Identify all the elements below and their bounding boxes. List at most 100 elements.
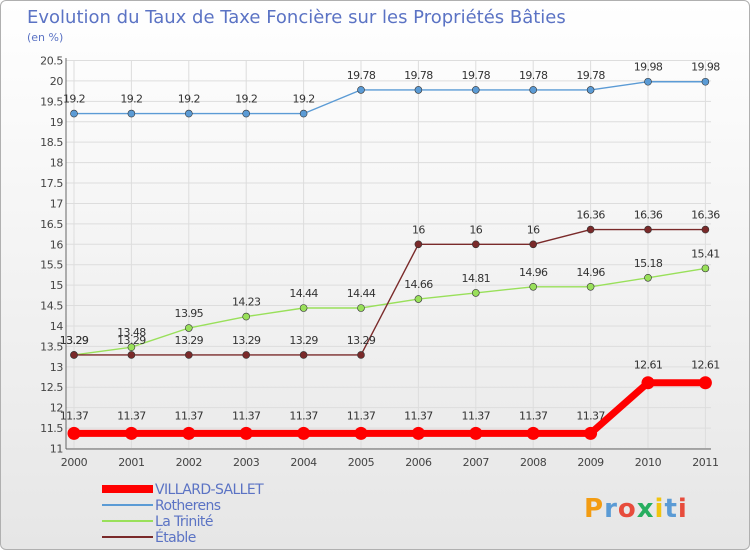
series-line bbox=[73, 267, 706, 356]
data-point bbox=[529, 86, 538, 94]
data-point bbox=[471, 289, 480, 297]
logo-text: Proxiti bbox=[584, 494, 688, 524]
data-point bbox=[586, 282, 595, 291]
data-point bbox=[297, 426, 311, 440]
x-tick-label: 2002 bbox=[176, 456, 202, 469]
data-point bbox=[185, 109, 193, 118]
data-label: 19.2 bbox=[293, 93, 315, 106]
axes bbox=[65, 58, 711, 450]
y-tick-label: 14.5 bbox=[40, 300, 63, 313]
data-point bbox=[698, 376, 712, 390]
data-point bbox=[299, 351, 308, 359]
data-label: 15.41 bbox=[691, 247, 720, 260]
data-label: 19.2 bbox=[120, 93, 142, 106]
legend-item: Rotherens bbox=[102, 498, 221, 514]
data-label: 14.96 bbox=[576, 266, 605, 279]
data-point bbox=[357, 86, 365, 94]
y-tick-label: 15.5 bbox=[40, 259, 63, 272]
series-line bbox=[74, 228, 706, 356]
data-label: 11.37 bbox=[175, 409, 204, 422]
data-point bbox=[67, 426, 81, 440]
data-label: 16 bbox=[412, 223, 425, 236]
legend-label: VILLARD-SALLET bbox=[155, 482, 264, 498]
data-label: 11.37 bbox=[60, 409, 89, 422]
data-label: 11.37 bbox=[576, 409, 605, 422]
x-tick-label: 2004 bbox=[290, 456, 317, 469]
data-point bbox=[414, 240, 423, 249]
y-tick-label: 20.5 bbox=[40, 55, 63, 68]
y-tick-label: 15 bbox=[50, 279, 64, 292]
data-point bbox=[586, 225, 595, 234]
data-label: 19.78 bbox=[576, 69, 605, 82]
chart-subtitle: (en %) bbox=[27, 31, 63, 44]
data-point bbox=[124, 426, 138, 440]
x-tick-label: 2001 bbox=[118, 456, 144, 469]
data-point bbox=[584, 426, 598, 440]
data-point bbox=[701, 77, 710, 86]
data-point bbox=[354, 426, 368, 440]
grid-lines bbox=[66, 60, 711, 449]
data-label: 19.98 bbox=[691, 61, 720, 74]
data-point bbox=[414, 295, 423, 303]
data-label: 11.37 bbox=[462, 409, 491, 422]
legend-label: La Trinité bbox=[155, 514, 213, 530]
x-tick-label: 2008 bbox=[520, 456, 547, 469]
proxiti-logo: Proxiti bbox=[584, 494, 688, 524]
series-line bbox=[74, 81, 706, 115]
legend-item: La Trinité bbox=[102, 514, 213, 530]
x-tick-label: 2005 bbox=[348, 456, 375, 469]
data-point bbox=[414, 86, 423, 94]
data-label: 14.81 bbox=[462, 272, 491, 285]
y-tick-label: 19.5 bbox=[40, 95, 63, 108]
data-point bbox=[586, 86, 595, 94]
data-label: 13.29 bbox=[289, 334, 318, 347]
data-point bbox=[299, 109, 308, 118]
data-label: 11.37 bbox=[347, 409, 376, 422]
data-point bbox=[644, 225, 652, 234]
y-tick-label: 16 bbox=[50, 238, 64, 251]
legend-label: Étable bbox=[155, 529, 196, 546]
chart-title: Evolution du Taux de Taxe Foncière sur l… bbox=[27, 7, 566, 28]
data-label: 15.18 bbox=[634, 257, 663, 270]
data-label: 13.48 bbox=[117, 326, 146, 339]
data-point bbox=[644, 77, 652, 86]
y-tick-label: 11 bbox=[50, 443, 63, 456]
y-tick-label: 17 bbox=[50, 197, 64, 210]
data-label: 14.44 bbox=[347, 287, 376, 300]
x-tick-label: 2011 bbox=[692, 456, 718, 469]
data-label: 19.78 bbox=[462, 69, 491, 82]
data-point bbox=[357, 351, 365, 359]
data-label: 14.96 bbox=[519, 266, 548, 279]
data-label: 13.29 bbox=[117, 334, 146, 347]
x-tick-label: 2000 bbox=[61, 456, 88, 469]
series--table: 13.29 13.29 13.29 13.29 13.29 13.29 16 16 16 16.3… bbox=[60, 209, 721, 359]
data-point bbox=[239, 426, 253, 440]
data-point bbox=[641, 376, 655, 390]
legend-label: Rotherens bbox=[155, 498, 221, 514]
x-tick-label: 2009 bbox=[577, 456, 604, 469]
data-label: 13.29 bbox=[347, 334, 376, 347]
data-label: 11.37 bbox=[117, 409, 146, 422]
y-tick-label: 12 bbox=[50, 402, 63, 415]
data-label: 19.2 bbox=[178, 93, 200, 106]
y-tick-label: 18 bbox=[50, 157, 64, 170]
data-label: 11.37 bbox=[519, 409, 548, 422]
data-point bbox=[701, 225, 710, 234]
data-point bbox=[701, 264, 710, 273]
data-label: 19.78 bbox=[519, 69, 548, 82]
data-point bbox=[471, 86, 480, 94]
data-point bbox=[242, 351, 250, 359]
data-label: 13.95 bbox=[175, 307, 204, 320]
series-rotherens: 19.2 19.2 19.2 19.2 19.2 19.78 19.78 19.78 19.78… bbox=[63, 61, 721, 118]
data-point bbox=[127, 351, 136, 359]
data-point bbox=[471, 240, 480, 249]
data-label: 19.2 bbox=[235, 93, 257, 106]
data-point bbox=[185, 324, 193, 332]
data-point bbox=[70, 109, 78, 118]
data-label: 16 bbox=[469, 223, 482, 236]
data-label: 11.37 bbox=[404, 409, 433, 422]
data-label: 14.44 bbox=[289, 287, 318, 300]
y-tick-label: 17.5 bbox=[40, 177, 63, 190]
